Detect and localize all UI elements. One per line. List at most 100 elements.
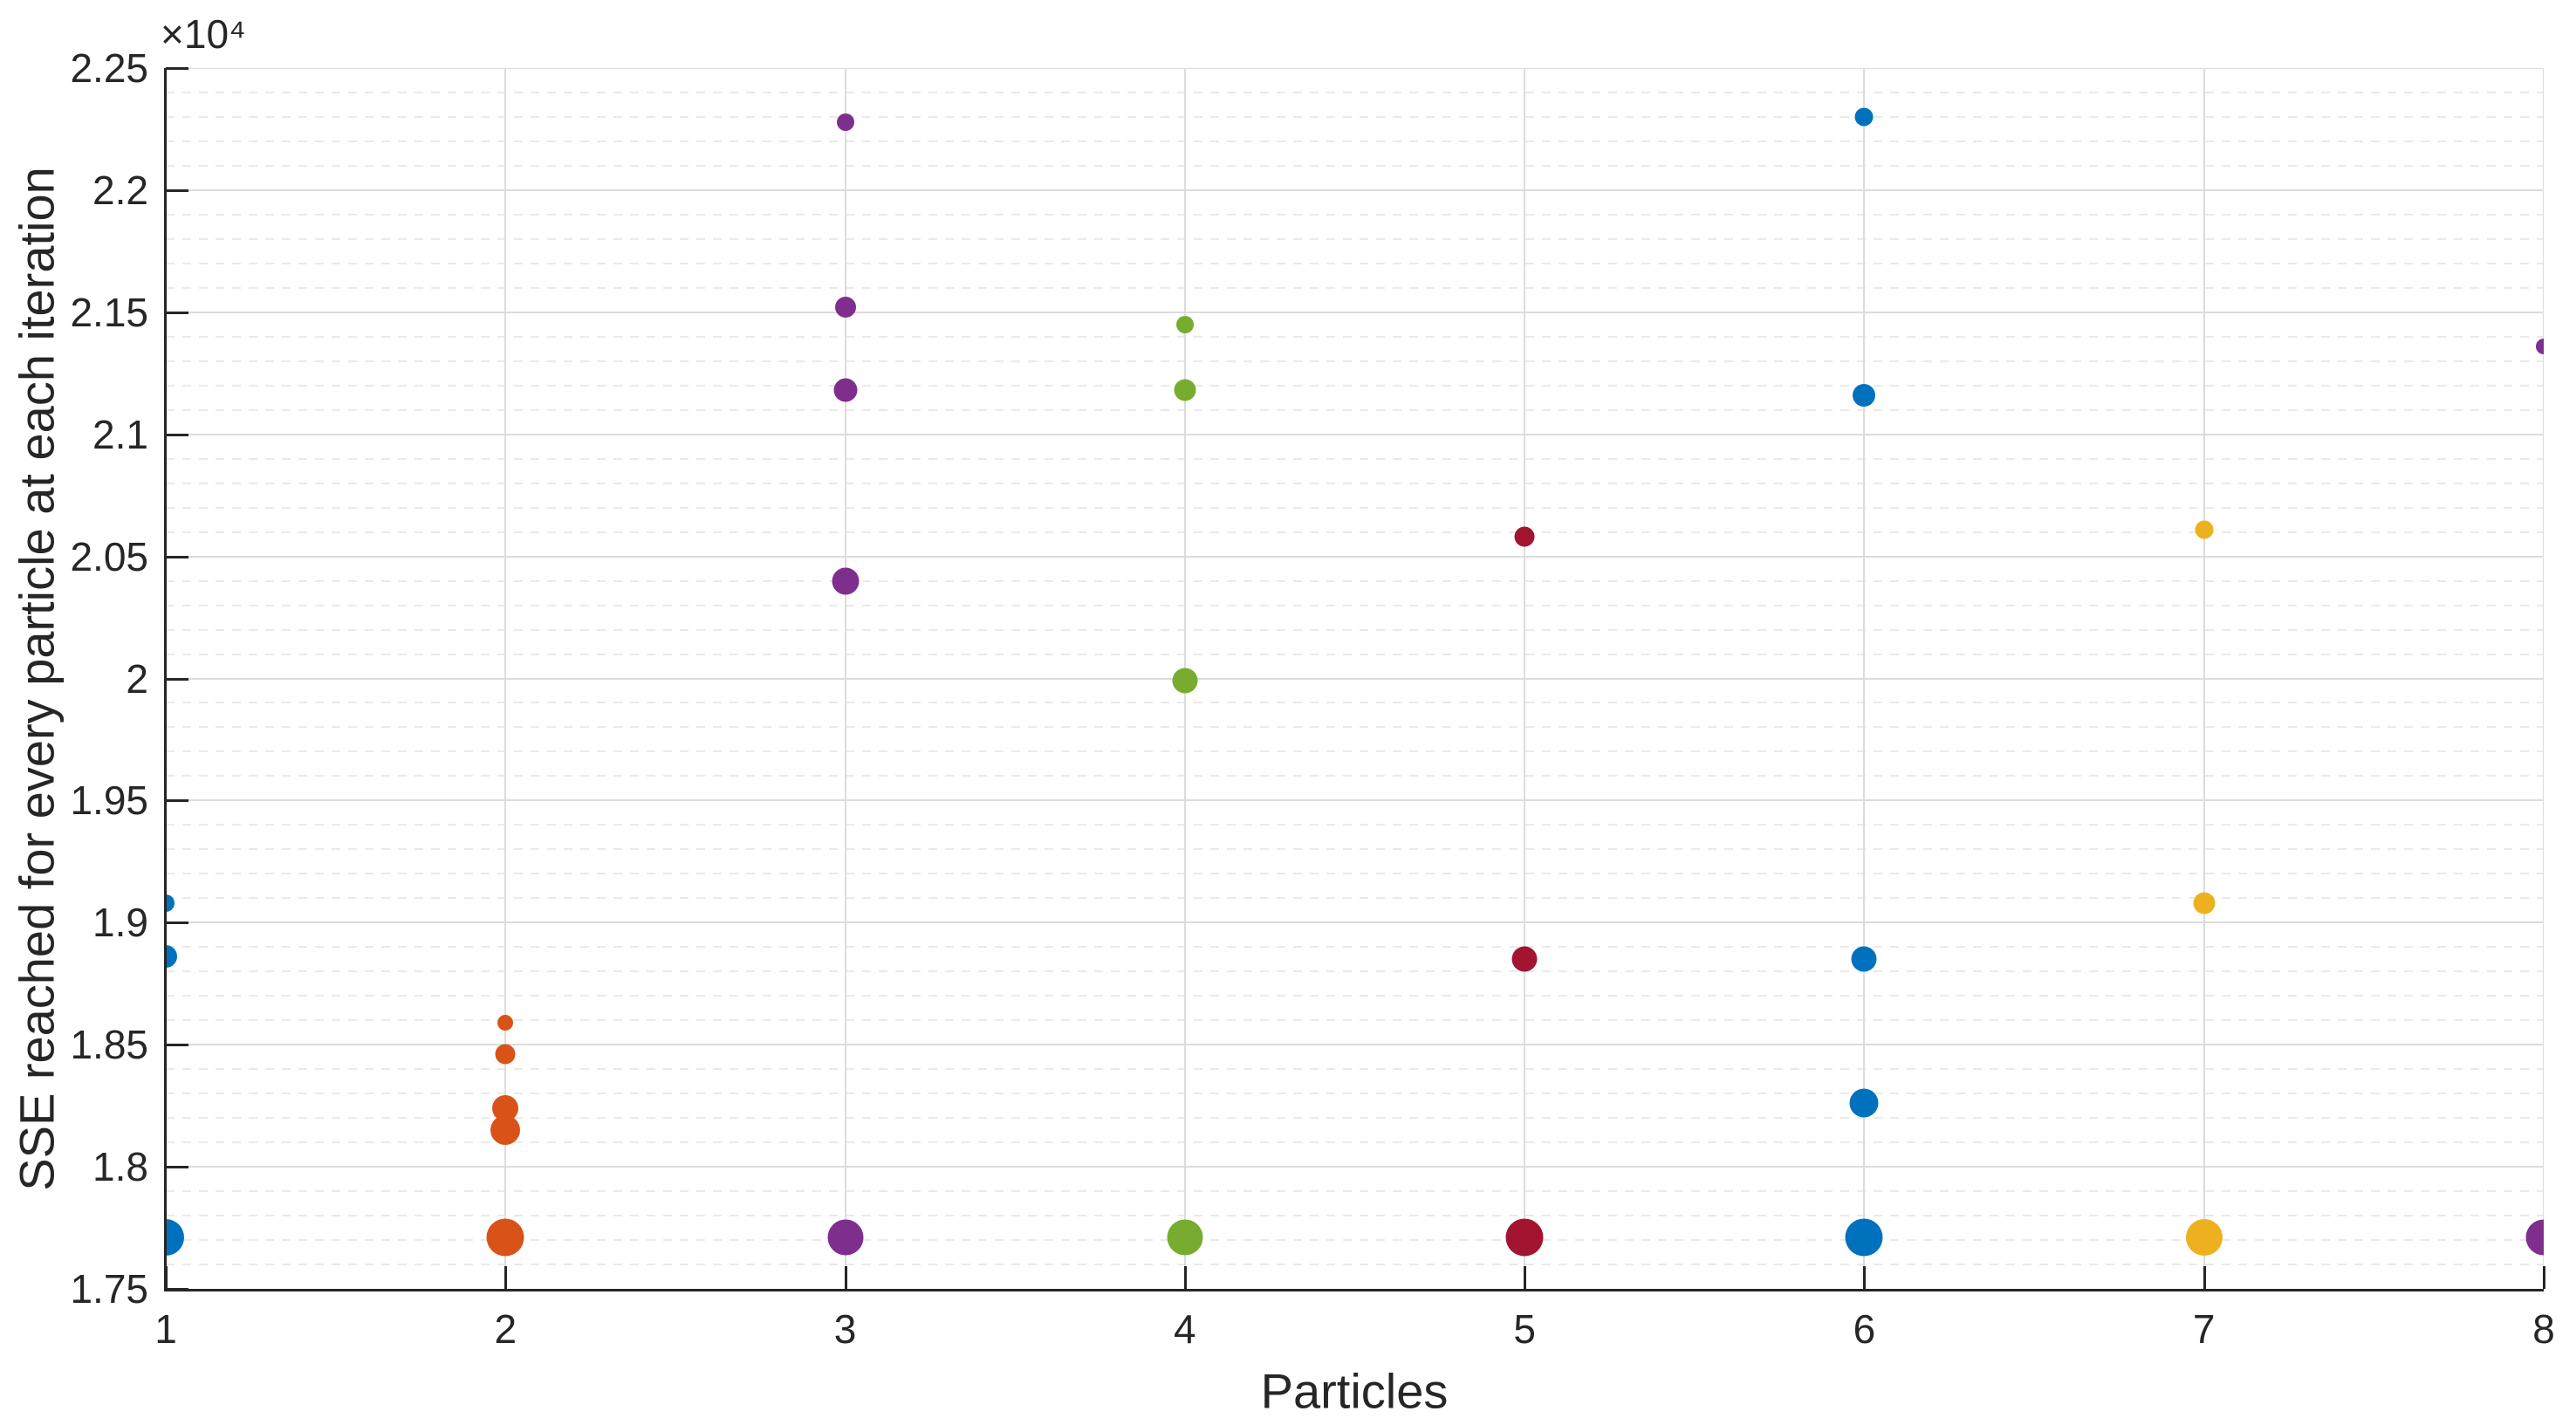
gridline-y-minor xyxy=(166,702,2544,704)
gridline-y-minor xyxy=(166,1068,2544,1071)
gridline-y-minor xyxy=(166,995,2544,997)
scatter-point-particle-7 xyxy=(2195,520,2214,539)
gridline-y-minor xyxy=(166,384,2544,387)
scatter-point-particle-4 xyxy=(1172,668,1198,694)
gridline-y-minor xyxy=(166,360,2544,362)
y-tick-mark xyxy=(166,1044,188,1047)
x-tick-label: 3 xyxy=(833,1306,857,1352)
gridline-y-minor xyxy=(166,335,2544,338)
scatter-point-particle-1 xyxy=(166,945,177,969)
gridline-y-minor xyxy=(166,970,2544,973)
gridline-y-minor xyxy=(166,408,2544,411)
scatter-point-particle-7 xyxy=(2193,892,2216,915)
y-tick-label: 2.2 xyxy=(92,167,148,213)
scatter-point-particle-6 xyxy=(1854,107,1874,127)
y-tick-mark xyxy=(166,67,188,70)
gridline-y-minor xyxy=(166,1215,2544,1217)
x-tick-label: 4 xyxy=(1174,1306,1196,1352)
scatter-point-particle-6 xyxy=(1845,1218,1883,1257)
scatter-point-particle-2 xyxy=(495,1044,516,1065)
scatter-point-particle-3 xyxy=(833,378,858,402)
y-tick-mark xyxy=(166,799,188,803)
gridline-y-minor xyxy=(166,506,2544,509)
gridline-y-major xyxy=(166,555,2544,558)
scatter-point-particle-6 xyxy=(1849,1088,1879,1118)
y-tick-label: 1.95 xyxy=(70,778,148,824)
x-tick-mark xyxy=(1863,1266,1867,1289)
gridline-y-minor xyxy=(166,653,2544,655)
y-axis-line xyxy=(164,68,167,1291)
y-tick-label: 1.8 xyxy=(92,1144,148,1190)
x-tick-label: 7 xyxy=(2192,1306,2216,1352)
gridline-y-minor xyxy=(166,946,2544,949)
x-tick-label: 1 xyxy=(154,1306,177,1352)
gridline-y-minor xyxy=(166,873,2544,875)
gridline-y-major xyxy=(166,921,2544,924)
y-tick-mark xyxy=(166,1288,188,1291)
scatter-point-particle-4 xyxy=(1175,315,1194,333)
gridline-y-minor xyxy=(166,213,2544,216)
scatter-point-particle-8 xyxy=(2525,1219,2544,1256)
y-tick-label: 2.1 xyxy=(92,411,148,457)
scatter-point-particle-2 xyxy=(490,1115,521,1146)
gridline-x xyxy=(504,68,507,1289)
gridline-x xyxy=(2543,68,2544,1289)
gridline-y-minor xyxy=(166,1019,2544,1022)
gridline-y-minor xyxy=(166,91,2544,93)
plot-area xyxy=(166,68,2544,1289)
gridline-y-minor xyxy=(166,1117,2544,1120)
gridline-y-minor xyxy=(166,628,2544,631)
scatter-point-particle-5 xyxy=(1514,526,1535,547)
scatter-point-particle-4 xyxy=(1167,1219,1203,1256)
y-tick-mark xyxy=(166,677,188,681)
gridline-y-minor xyxy=(166,604,2544,606)
x-tick-mark xyxy=(504,1266,508,1289)
gridline-x xyxy=(1524,68,1526,1289)
y-tick-label: 1.9 xyxy=(92,900,148,946)
gridline-y-major xyxy=(166,311,2544,313)
gridline-y-major xyxy=(166,1166,2544,1168)
gridline-y-minor xyxy=(166,237,2544,240)
y-axis-exponent-label: ×10⁴ xyxy=(161,11,246,57)
scatter-point-particle-3 xyxy=(832,567,860,595)
x-tick-mark xyxy=(1183,1266,1187,1289)
scatter-point-particle-7 xyxy=(2185,1219,2223,1257)
gridline-x xyxy=(2203,68,2205,1289)
gridline-y-major xyxy=(166,188,2544,191)
gridline-y-major xyxy=(166,68,2544,69)
gridline-y-minor xyxy=(166,1264,2544,1266)
x-axis-line xyxy=(164,1289,2544,1291)
x-tick-mark xyxy=(844,1266,847,1289)
scatter-point-particle-2 xyxy=(497,1015,514,1031)
scatter-point-particle-3 xyxy=(834,297,856,319)
gridline-y-major xyxy=(166,677,2544,680)
y-tick-label: 2 xyxy=(126,655,148,702)
gridline-y-minor xyxy=(166,726,2544,729)
gridline-y-minor xyxy=(166,1141,2544,1144)
gridline-y-minor xyxy=(166,897,2544,900)
y-tick-mark xyxy=(166,311,188,314)
y-tick-mark xyxy=(166,433,188,436)
scatter-point-particle-8 xyxy=(2536,338,2544,354)
y-tick-mark xyxy=(166,921,188,925)
gridline-y-minor xyxy=(166,140,2544,142)
gridline-y-minor xyxy=(166,1239,2544,1242)
gridline-y-minor xyxy=(166,1093,2544,1095)
gridline-y-minor xyxy=(166,115,2544,118)
scatter-point-particle-1 xyxy=(166,894,175,912)
x-tick-label: 5 xyxy=(1513,1306,1536,1352)
gridline-y-minor xyxy=(166,775,2544,778)
scatter-point-particle-3 xyxy=(836,113,854,131)
gridline-y-minor xyxy=(166,531,2544,533)
y-axis-label: SSE reached for every particle at each i… xyxy=(9,167,65,1191)
y-tick-mark xyxy=(166,555,188,558)
gridline-y-minor xyxy=(166,848,2544,851)
gridline-y-minor xyxy=(166,482,2544,484)
x-tick-mark xyxy=(2543,1266,2545,1289)
scatter-point-particle-4 xyxy=(1174,379,1196,401)
y-tick-mark xyxy=(166,188,188,192)
x-tick-label: 6 xyxy=(1853,1306,1876,1352)
scatter-point-particle-2 xyxy=(486,1218,524,1257)
y-tick-label: 2.25 xyxy=(70,45,148,91)
gridline-y-minor xyxy=(166,579,2544,582)
